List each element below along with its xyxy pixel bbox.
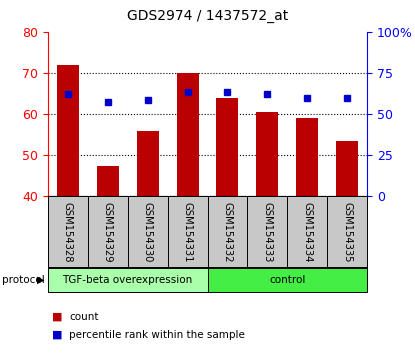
Text: GSM154329: GSM154329 — [103, 202, 112, 263]
Bar — [217, 98, 239, 196]
Bar — [57, 65, 79, 196]
Text: protocol: protocol — [2, 275, 45, 285]
Text: GSM154332: GSM154332 — [222, 202, 232, 263]
Text: count: count — [69, 312, 99, 322]
Text: ■: ■ — [52, 330, 62, 339]
Text: GSM154330: GSM154330 — [143, 202, 153, 263]
Text: GSM154331: GSM154331 — [183, 202, 193, 263]
Bar — [48, 268, 208, 292]
Bar — [97, 166, 119, 196]
Text: GSM154335: GSM154335 — [342, 202, 352, 263]
Bar — [176, 73, 198, 196]
Text: percentile rank within the sample: percentile rank within the sample — [69, 330, 245, 339]
Bar — [336, 141, 358, 196]
Text: GSM154328: GSM154328 — [63, 202, 73, 263]
Bar — [137, 131, 159, 196]
Bar — [256, 112, 278, 196]
Text: GDS2974 / 1437572_at: GDS2974 / 1437572_at — [127, 9, 288, 23]
Text: GSM154333: GSM154333 — [262, 202, 272, 263]
Text: control: control — [269, 275, 305, 285]
Text: ▶: ▶ — [37, 275, 44, 285]
Text: ■: ■ — [52, 312, 62, 322]
Bar — [208, 268, 367, 292]
Text: GSM154334: GSM154334 — [303, 202, 312, 263]
Text: TGF-beta overexpression: TGF-beta overexpression — [63, 275, 193, 285]
Bar — [296, 118, 318, 196]
